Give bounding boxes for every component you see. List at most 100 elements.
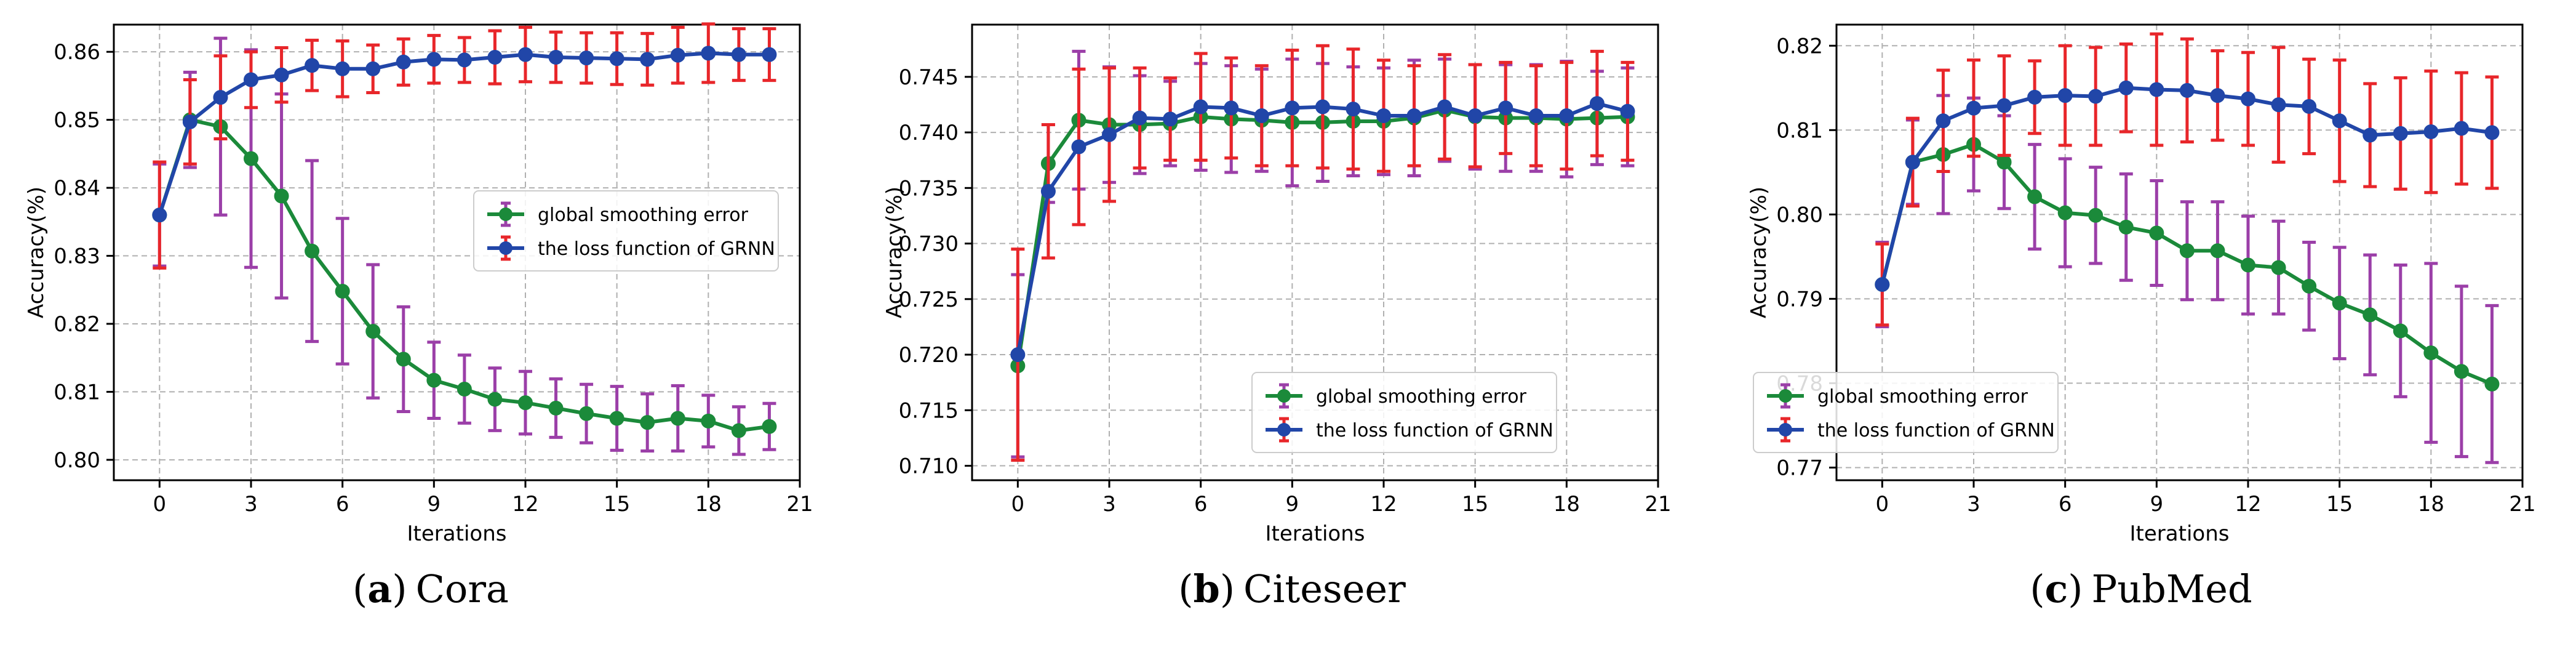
data-point bbox=[2241, 257, 2255, 273]
data-point bbox=[670, 411, 685, 426]
data-point bbox=[2149, 225, 2164, 241]
data-point bbox=[2118, 219, 2134, 235]
y-tick-label: 0.80 bbox=[1776, 203, 1823, 227]
legend-label: global smoothing error bbox=[1316, 386, 1527, 408]
data-point bbox=[1498, 100, 1513, 116]
data-point bbox=[2484, 125, 2500, 140]
caption-c-letter: c bbox=[2044, 566, 2068, 611]
x-tick-label: 18 bbox=[2418, 492, 2444, 517]
data-point bbox=[1071, 139, 1087, 155]
data-point bbox=[1163, 111, 1178, 127]
data-point bbox=[2363, 127, 2378, 143]
data-point bbox=[274, 67, 289, 83]
data-point bbox=[701, 46, 716, 61]
y-tick-label: 0.745 bbox=[899, 65, 959, 90]
data-point bbox=[1996, 98, 2012, 113]
caption-a-dataset: Cora bbox=[415, 566, 509, 611]
data-point bbox=[396, 54, 411, 70]
legend: global smoothing error the loss function … bbox=[1753, 372, 2059, 453]
data-point bbox=[2088, 89, 2103, 104]
y-axis-label: Accuracy(%) bbox=[24, 187, 49, 318]
y-tick-label: 0.77 bbox=[1776, 456, 1823, 480]
x-tick-label: 0 bbox=[1876, 492, 1889, 517]
x-tick-label: 3 bbox=[1967, 492, 1980, 517]
data-point bbox=[762, 47, 777, 62]
data-point bbox=[1620, 103, 1635, 119]
data-point bbox=[426, 372, 442, 388]
legend-label: the loss function of GRNN bbox=[1817, 420, 2055, 441]
data-point bbox=[182, 114, 197, 129]
data-point bbox=[518, 395, 533, 411]
data-point bbox=[1966, 100, 1981, 116]
data-point bbox=[579, 406, 594, 421]
data-point bbox=[457, 382, 472, 396]
series-blue bbox=[1010, 44, 1635, 462]
legend-marker bbox=[1277, 423, 1291, 437]
data-point bbox=[1376, 108, 1391, 123]
data-point bbox=[762, 419, 777, 434]
data-point bbox=[2210, 88, 2225, 103]
data-point bbox=[609, 411, 624, 426]
data-point bbox=[1040, 183, 1056, 199]
data-point bbox=[2118, 80, 2134, 95]
data-point bbox=[2302, 99, 2317, 114]
data-point bbox=[2027, 189, 2043, 204]
data-point bbox=[2454, 121, 2469, 136]
x-tick-label: 9 bbox=[428, 492, 441, 517]
chart-pubmed: 0369121518210.770.780.790.800.810.82Iter… bbox=[1747, 23, 2536, 546]
y-tick-label: 0.735 bbox=[899, 176, 959, 201]
data-point bbox=[305, 243, 320, 259]
x-tick-label: 9 bbox=[2150, 492, 2164, 517]
x-tick-label: 9 bbox=[1286, 492, 1299, 517]
chart-cora: 0 3 6 9 12 15 18 21 0.80 0.81 0.82 0.83 0.84 0.85 0.86… bbox=[24, 22, 813, 546]
y-tick-label: 0.730 bbox=[899, 232, 959, 257]
legend: global smoothing error the loss function … bbox=[1251, 372, 1557, 453]
legend-label: the loss function of GRNN bbox=[1316, 420, 1553, 441]
data-point bbox=[335, 283, 350, 299]
data-point bbox=[701, 413, 716, 429]
y-tick-label: 0.725 bbox=[899, 288, 959, 312]
data-point bbox=[1559, 108, 1574, 123]
legend-marker bbox=[1779, 389, 1792, 403]
legend-box bbox=[473, 190, 779, 272]
data-point bbox=[2149, 82, 2164, 97]
data-point bbox=[2484, 376, 2500, 392]
data-point bbox=[731, 47, 746, 62]
x-tick-label: 0 bbox=[153, 492, 167, 517]
y-tick-label: 0.710 bbox=[899, 454, 959, 479]
series-blue bbox=[152, 22, 777, 270]
caption-c-dataset: PubMed bbox=[2091, 566, 2252, 611]
caption-b-letter: b bbox=[1193, 566, 1220, 611]
y-tick-label: 0.80 bbox=[54, 448, 100, 473]
caption-c: (c) PubMed bbox=[2030, 566, 2252, 611]
data-point bbox=[2332, 113, 2347, 129]
data-point bbox=[548, 400, 564, 416]
x-tick-label: 6 bbox=[2059, 492, 2072, 517]
data-point bbox=[2179, 83, 2195, 98]
legend-marker bbox=[1277, 389, 1291, 403]
data-point bbox=[152, 207, 167, 223]
data-point bbox=[2027, 89, 2043, 105]
series-green bbox=[1875, 94, 2500, 464]
x-tick-label: 0 bbox=[1011, 492, 1025, 517]
data-point bbox=[2241, 91, 2255, 107]
x-axis-label: Iterations bbox=[1266, 521, 1365, 546]
data-point bbox=[1437, 99, 1453, 115]
data-point bbox=[426, 52, 442, 67]
data-point bbox=[640, 415, 655, 430]
data-point bbox=[1285, 100, 1300, 116]
data-point bbox=[365, 61, 381, 76]
data-point bbox=[548, 50, 564, 65]
x-tick-label: 15 bbox=[604, 492, 630, 517]
data-point bbox=[2423, 345, 2439, 361]
data-point bbox=[1996, 155, 2012, 170]
data-point bbox=[2302, 278, 2317, 294]
data-point bbox=[2423, 124, 2439, 140]
data-point bbox=[2057, 88, 2073, 103]
data-point bbox=[2271, 260, 2286, 275]
y-tick-label: 0.720 bbox=[899, 343, 959, 368]
data-point bbox=[274, 188, 289, 204]
plot-frame bbox=[1835, 23, 2524, 481]
chart-citeseer: 0 3 6 9 12 15 18 21 0.710 0.715 0.720 0.725 0.730 0.7… bbox=[882, 23, 1672, 546]
data-point bbox=[2179, 243, 2195, 259]
